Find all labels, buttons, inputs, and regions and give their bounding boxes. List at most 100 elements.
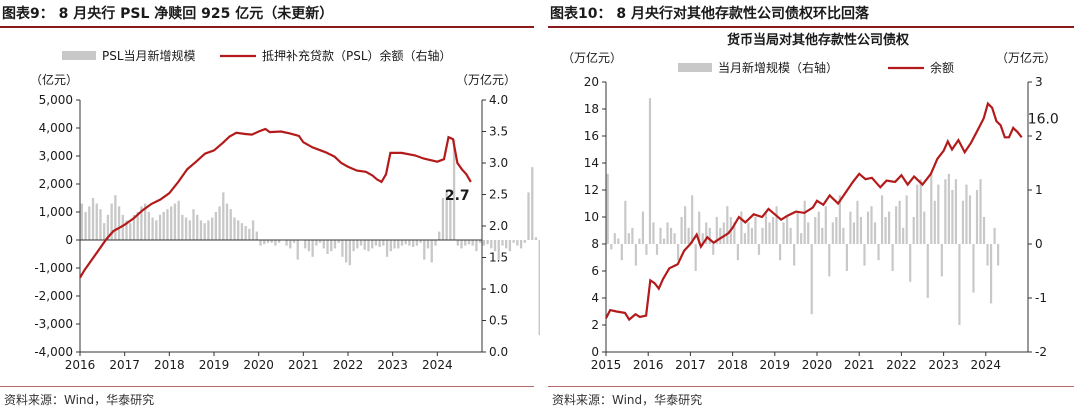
bar: [534, 237, 538, 240]
bar: [687, 227, 690, 244]
bar: [352, 240, 355, 252]
left-legend: PSL当月新增规模 抵押补充贷款（PSL）余额（右轴）: [62, 48, 452, 63]
left-tick-label: 12: [584, 183, 599, 197]
bar: [814, 217, 817, 244]
bar: [162, 212, 165, 240]
bar: [831, 222, 834, 244]
bar: [99, 209, 102, 240]
bar: [641, 211, 645, 244]
bar: [88, 206, 91, 240]
right-source-rule: [548, 386, 1074, 387]
bar: [434, 240, 437, 246]
bar: [669, 227, 673, 244]
bar: [359, 240, 363, 246]
right-unit-label: （万亿元）: [456, 72, 516, 87]
bar: [181, 214, 184, 240]
x-tick-label: 2016: [65, 358, 96, 372]
bar: [708, 227, 711, 244]
bar: [400, 240, 404, 246]
bar: [852, 222, 856, 244]
left-tick-label: 16: [584, 129, 599, 143]
bar: [218, 206, 221, 240]
bar: [712, 244, 715, 255]
bar: [311, 240, 314, 257]
bar: [363, 240, 366, 250]
bar: [84, 212, 87, 240]
x-tick-label: 2021: [288, 358, 319, 372]
bar: [296, 240, 299, 260]
bar: [330, 240, 333, 252]
left-tick-label: 0: [65, 233, 73, 247]
bar: [337, 240, 340, 243]
x-tick-label: 2023: [377, 358, 408, 372]
bar: [613, 233, 616, 244]
x-tick-label: 2022: [333, 358, 364, 372]
bar: [786, 217, 789, 244]
chart-title: 货币当局对其他存款性公司债权: [727, 32, 910, 48]
bar: [743, 233, 746, 244]
bar: [624, 200, 627, 244]
bar: [423, 240, 426, 260]
bar: [188, 220, 191, 240]
bar: [933, 200, 936, 244]
right-tick-label: 2.0: [489, 219, 508, 233]
bar: [475, 240, 478, 252]
bar: [203, 223, 206, 240]
right-figure-title: 图表10： 8 月央行对其他存款性公司债权环比回落: [550, 6, 869, 22]
bar: [430, 240, 433, 263]
left-tick-label: -2,000: [34, 289, 73, 303]
bar: [775, 206, 778, 244]
bar: [638, 238, 641, 244]
bar: [143, 203, 147, 240]
bar: [523, 240, 526, 243]
bar: [456, 240, 459, 246]
bar: [627, 233, 630, 244]
bar: [512, 240, 515, 243]
bar: [91, 198, 95, 240]
bar: [326, 240, 329, 254]
legend-line-label: 余额: [930, 60, 954, 75]
bar: [884, 217, 887, 244]
bar: [155, 220, 158, 240]
bar: [248, 228, 251, 240]
bar: [835, 217, 838, 244]
right-tick-label: 2.5: [489, 188, 508, 202]
bar: [103, 223, 106, 240]
left-title-rule: [0, 26, 534, 28]
bar: [856, 200, 859, 244]
left-source: 资料来源：Wind，华泰研究: [4, 393, 155, 407]
legend-line-label: 抵押补充贷款（PSL）余额（右轴）: [262, 48, 452, 63]
bar: [478, 240, 482, 243]
left-tick-label: 8: [591, 237, 599, 251]
bar: [527, 192, 530, 240]
left-tick-label: 2,000: [39, 177, 73, 191]
right-tick-label: 1.5: [489, 251, 508, 265]
x-tick-label: 2019: [199, 358, 230, 372]
bar: [199, 220, 203, 240]
bar: [266, 240, 270, 243]
right-chart-panel: 图表10： 8 月央行对其他存款性公司债权环比回落 20 18 16 14 12 10 8 6…: [548, 0, 1080, 412]
right-tick-label: 0.0: [489, 345, 508, 359]
bar: [460, 240, 463, 249]
bar: [538, 240, 540, 336]
bar: [997, 244, 1000, 266]
bar: [919, 179, 922, 244]
left-chart-panel: 图表9： 8 月央行 PSL 净赎回 925 亿元（未更新） 5,000 4,00…: [0, 6, 540, 407]
bar: [870, 206, 873, 244]
left-tick-label: 20: [584, 75, 599, 89]
bar: [389, 240, 392, 252]
bar: [240, 223, 244, 240]
bar: [80, 203, 84, 240]
bar: [796, 211, 799, 244]
bar: [490, 240, 493, 249]
bar: [880, 195, 884, 244]
bar: [993, 227, 996, 244]
bar: [958, 244, 961, 325]
bar: [810, 244, 813, 315]
bar: [684, 206, 687, 244]
bar: [125, 220, 128, 240]
x-tick-label: 2023: [928, 358, 959, 372]
bar: [289, 240, 292, 249]
bar: [452, 139, 456, 240]
